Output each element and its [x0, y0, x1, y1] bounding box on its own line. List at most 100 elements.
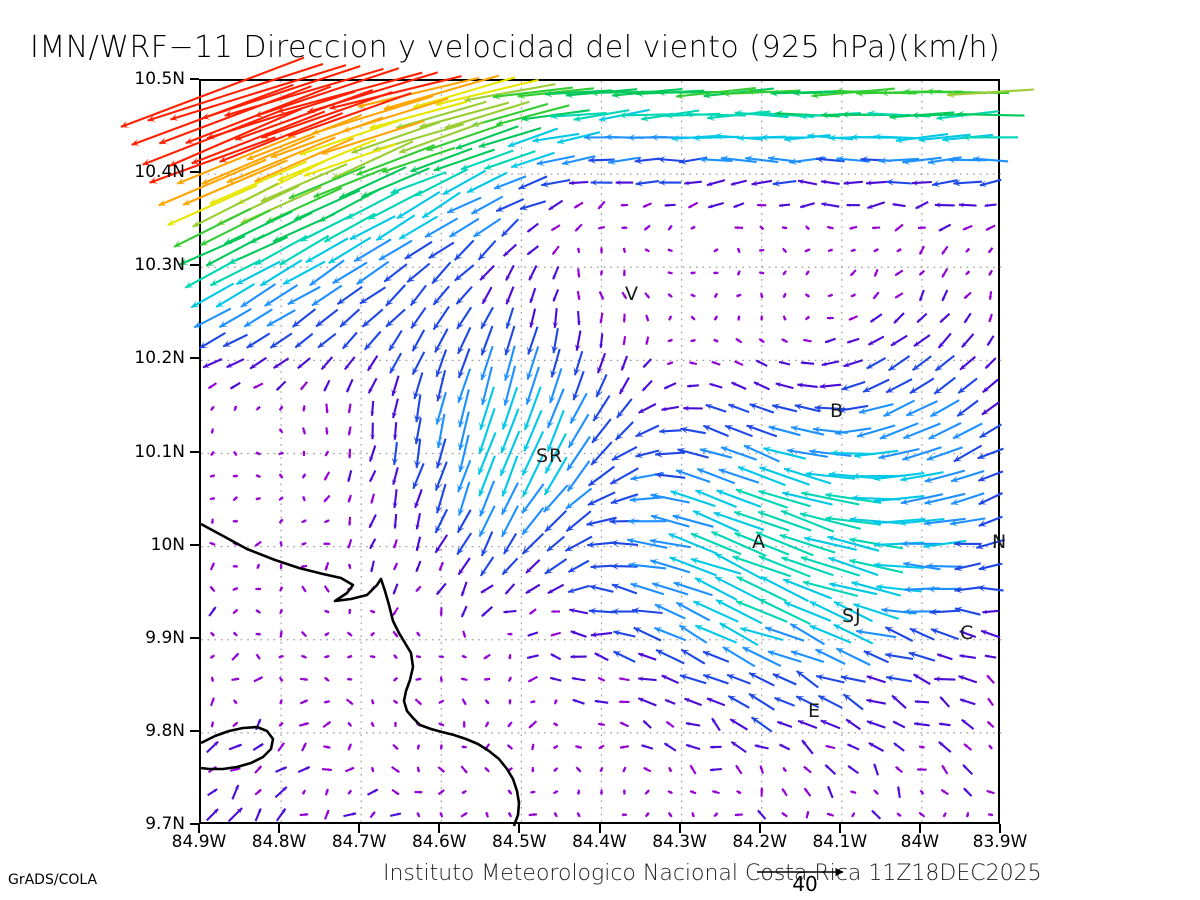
wind-arrow	[867, 335, 885, 346]
wind-arrow	[783, 601, 832, 622]
wind-arrow	[500, 482, 519, 516]
wind-arrow	[370, 721, 375, 728]
wind-arrow	[416, 744, 421, 750]
wind-arrow	[750, 716, 773, 733]
wind-arrow	[849, 515, 903, 525]
wind-arrow	[827, 293, 834, 298]
wind-arrow	[963, 133, 1019, 142]
wind-arrow	[699, 155, 733, 164]
wind-arrow	[324, 609, 330, 614]
wind-arrow	[867, 201, 886, 209]
wind-arrow	[455, 125, 519, 150]
wind-arrow	[557, 131, 601, 145]
wind-arrow	[576, 311, 581, 326]
wind-arrow	[689, 764, 697, 775]
wind-arrow	[324, 562, 330, 571]
wind-arrow	[963, 787, 973, 797]
x-axis-tick-label: 84.6W	[411, 832, 467, 852]
wind-arrow	[521, 454, 544, 498]
wind-arrow	[505, 307, 515, 329]
wind-arrow	[202, 358, 223, 369]
wind-arrow	[673, 581, 713, 597]
wind-arrow	[947, 88, 1034, 99]
wind-arrow	[149, 136, 276, 184]
wind-arrow	[570, 630, 587, 638]
wind-arrow	[825, 744, 836, 750]
wind-arrow	[680, 426, 706, 435]
wind-arrow	[158, 158, 267, 207]
wind-arrow	[913, 334, 931, 348]
y-axis-tick-label: 10.4N	[134, 162, 185, 183]
wind-arrow	[679, 673, 707, 685]
wind-arrow	[655, 450, 686, 458]
wind-arrow	[816, 155, 845, 164]
wind-arrow	[356, 144, 435, 176]
wind-arrow	[677, 447, 709, 459]
wind-arrow	[462, 630, 467, 638]
wind-arrow	[347, 721, 353, 727]
wind-arrow	[232, 586, 239, 591]
wind-arrow	[958, 202, 977, 208]
wind-arrow	[939, 312, 951, 324]
wind-arrow	[278, 496, 284, 502]
wind-arrow	[850, 812, 856, 818]
wind-arrow	[435, 370, 447, 402]
wind-arrow	[663, 382, 677, 390]
wind-arrow	[227, 807, 243, 823]
wind-arrow	[504, 325, 516, 356]
wind-arrow	[957, 377, 978, 394]
wind-arrow	[821, 360, 840, 367]
wind-arrow	[479, 480, 496, 517]
wind-arrow	[232, 450, 238, 457]
wind-arrow	[950, 492, 985, 506]
wind-arrow	[833, 600, 873, 623]
wind-arrow	[690, 271, 696, 275]
wind-arrow	[506, 744, 514, 750]
wind-arrow	[348, 608, 352, 615]
wind-arrow	[690, 338, 696, 343]
wind-arrow	[890, 334, 908, 347]
wind-arrow	[850, 790, 857, 795]
wind-arrow	[827, 535, 880, 552]
wind-arrow	[553, 744, 559, 750]
wind-arrow	[746, 424, 778, 438]
wind-arrow	[168, 107, 302, 167]
wind-arrow	[911, 355, 932, 372]
wind-arrow	[590, 563, 613, 570]
wind-arrow	[587, 465, 616, 487]
wind-arrow	[480, 531, 494, 557]
wind-arrow	[279, 630, 283, 638]
wind-arrow	[438, 722, 445, 727]
wind-arrow	[809, 624, 852, 644]
wind-arrow	[759, 466, 810, 486]
wind-arrow	[938, 223, 952, 232]
wind-arrow	[720, 446, 757, 461]
wind-arrow	[480, 325, 494, 356]
wind-arrow	[650, 492, 690, 504]
wind-arrow	[550, 653, 562, 661]
wind-arrow	[329, 75, 462, 111]
wind-arrow	[588, 607, 615, 615]
wind-arrow	[630, 582, 665, 596]
wind-arrow	[370, 400, 375, 416]
wind-arrow	[871, 809, 882, 820]
wind-arrow	[941, 267, 949, 278]
wind-arrow	[641, 379, 653, 392]
wind-arrow	[965, 270, 971, 276]
wind-arrow	[359, 286, 386, 305]
wind-arrow	[288, 165, 366, 200]
wind-arrow	[952, 422, 983, 440]
wind-arrow	[278, 451, 284, 456]
wind-arrow	[576, 247, 581, 253]
wind-arrow	[929, 608, 960, 616]
wind-arrow	[779, 533, 836, 554]
y-axis-tick	[190, 729, 199, 732]
wind-arrow	[586, 516, 617, 527]
wind-arrow	[914, 699, 930, 704]
wind-arrow	[846, 203, 860, 208]
wind-arrow	[461, 654, 467, 659]
wind-arrow	[659, 427, 682, 435]
wind-arrow	[275, 766, 288, 773]
wind-arrow	[301, 473, 307, 479]
wind-arrow	[457, 557, 471, 576]
